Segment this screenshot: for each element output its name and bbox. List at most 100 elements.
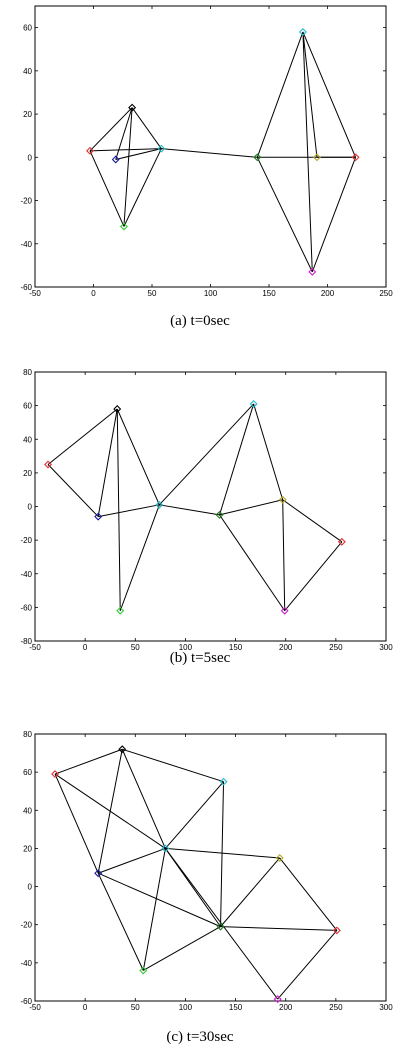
- node-marker-blue: [94, 869, 103, 878]
- x-tick-label: 200: [321, 289, 335, 298]
- y-tick-label: 0: [28, 153, 33, 162]
- node-marker-cyan2: [249, 399, 258, 408]
- y-tick-label: 0: [28, 503, 33, 512]
- network-plot-a: -50 0 50 100 150 200 250 -60 -40 -20 0 20 40 60: [20, 5, 393, 298]
- edge-line: [302, 31, 313, 272]
- edge-line: [256, 31, 304, 158]
- edge-line: [131, 107, 162, 149]
- node-marker-cyan: [161, 844, 170, 853]
- y-tick-label: 40: [23, 67, 32, 76]
- node-marker-cyan: [157, 144, 166, 153]
- edge-line: [164, 781, 224, 849]
- y-tick-label: -20: [20, 536, 32, 545]
- edge-line: [116, 408, 121, 611]
- edge-line: [161, 148, 258, 158]
- node-marker-olive: [312, 153, 321, 162]
- edge-line: [47, 408, 118, 465]
- node-marker-cyan: [155, 500, 164, 509]
- x-tick-label: -50: [29, 643, 41, 652]
- node-marker-olive: [275, 853, 284, 862]
- x-tick-label: 150: [229, 1003, 243, 1012]
- edge-line: [115, 107, 133, 160]
- x-tick-label: 300: [379, 643, 393, 652]
- node-marker-red2: [332, 926, 341, 935]
- y-tick-label: -60: [20, 997, 32, 1006]
- edge-line: [122, 748, 224, 783]
- caption-b: (b) t=5sec: [169, 650, 231, 666]
- y-tick-label: -20: [20, 921, 32, 930]
- node-marker-olive: [278, 495, 287, 504]
- node-marker-red: [51, 770, 60, 779]
- y-tick-label: -40: [20, 570, 32, 579]
- edge-line: [97, 873, 144, 971]
- x-tick-label: 150: [229, 643, 243, 652]
- edge-line: [54, 748, 123, 775]
- edge-line: [143, 926, 221, 971]
- node-marker-green: [116, 606, 125, 615]
- y-tick-label: 60: [23, 402, 32, 411]
- node-marker-cyan2: [219, 777, 228, 786]
- node-marker-black: [113, 405, 122, 413]
- edge-line: [98, 504, 160, 518]
- edge-line: [220, 857, 281, 927]
- y-tick-label: 20: [23, 469, 32, 478]
- edge-line: [97, 749, 123, 874]
- node-marker-darkgreen: [216, 922, 225, 931]
- edge-line: [282, 499, 286, 611]
- y-tick-label: -40: [20, 240, 32, 249]
- x-tick-label: 0: [83, 643, 88, 652]
- y-tick-label: 80: [23, 730, 32, 739]
- axes-frame: [34, 371, 387, 642]
- edge-line: [89, 148, 162, 152]
- x-tick-label: 100: [179, 1003, 193, 1012]
- network-plot-b: -50 0 50 100 150 200 250 300 -80 -60 -40 -20 0 20 40 60…: [20, 368, 393, 652]
- y-tick-label: 40: [23, 435, 32, 444]
- node-marker-black: [118, 745, 127, 754]
- y-tick-label: 80: [23, 368, 32, 377]
- x-tick-label: 250: [329, 643, 343, 652]
- edge-line: [97, 408, 118, 517]
- edge-line: [54, 773, 99, 874]
- y-tick-label: -60: [20, 603, 32, 612]
- x-tick-label: -50: [29, 1003, 41, 1012]
- node-marker-red2: [337, 537, 346, 546]
- node-marker-blue: [111, 155, 120, 164]
- axes-frame: [34, 733, 387, 1002]
- edge-line: [256, 157, 313, 273]
- y-tick-label: 20: [23, 110, 32, 119]
- edge-line: [253, 403, 284, 500]
- x-tick-label: 100: [204, 289, 218, 298]
- edge-line: [116, 408, 160, 506]
- y-tick-label: -80: [20, 637, 32, 646]
- edge-line: [97, 872, 221, 928]
- node-marker-green: [139, 966, 148, 975]
- y-tick-label: -60: [20, 283, 32, 292]
- edge-line: [123, 148, 162, 227]
- edge-line: [311, 157, 357, 273]
- chart-panel-c: -50 0 50 100 150 200 250 300 -60 -40 -20 0 20 40 60 80 …: [0, 712, 400, 1045]
- x-tick-label: 100: [179, 643, 193, 652]
- axes-frame: [34, 5, 387, 288]
- edge-line: [277, 930, 338, 1000]
- node-marker-magenta: [280, 606, 289, 615]
- edge-line: [119, 504, 160, 611]
- edge-line: [282, 499, 343, 543]
- x-tick-label: 50: [131, 643, 140, 652]
- edge-line: [158, 403, 254, 506]
- edge-line: [159, 504, 220, 516]
- node-marker-magenta: [273, 995, 282, 1004]
- x-tick-label: 50: [148, 289, 157, 298]
- node-marker-red2: [351, 153, 360, 162]
- y-tick-label: 60: [23, 24, 32, 33]
- edge-line: [115, 148, 162, 160]
- y-tick-label: 20: [23, 844, 32, 853]
- chart-panel-b: -50 0 50 100 150 200 250 300 -80 -60 -40 -20 0 20 40 60…: [0, 356, 400, 666]
- edge-line: [284, 541, 343, 612]
- y-tick-label: -20: [20, 197, 32, 206]
- edge-line: [142, 848, 166, 971]
- x-tick-label: 50: [131, 1003, 140, 1012]
- edge-line: [302, 31, 357, 158]
- caption-c: (c) t=30sec: [166, 1029, 234, 1045]
- x-tick-label: 0: [91, 289, 96, 298]
- edge-line: [220, 781, 225, 927]
